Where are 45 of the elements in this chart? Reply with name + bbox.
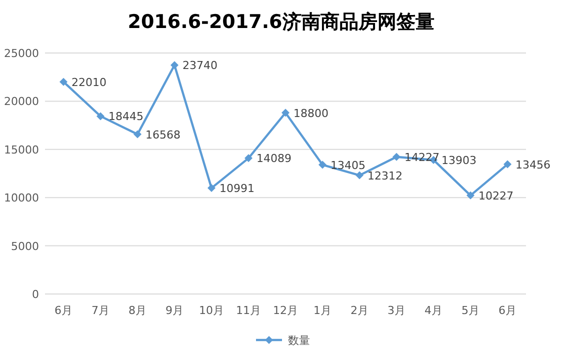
data-label: 23740 bbox=[182, 59, 218, 72]
y-tick-label: 10000 bbox=[4, 192, 39, 205]
point bbox=[170, 61, 178, 70]
point bbox=[282, 108, 290, 117]
x-tick-label: 6月 bbox=[54, 304, 72, 317]
point bbox=[318, 160, 326, 169]
data-label: 22010 bbox=[72, 76, 106, 89]
chart-title: 2016.6-2017.6济南商品房网签量 bbox=[128, 11, 434, 33]
x-tick-label: 6月 bbox=[498, 304, 516, 317]
point bbox=[134, 130, 142, 138]
x-tick-label: 8月 bbox=[128, 304, 146, 317]
point bbox=[208, 184, 216, 192]
x-tick-label: 1月 bbox=[314, 304, 332, 317]
data-label: 13405 bbox=[330, 158, 366, 172]
x-tick-label: 5月 bbox=[462, 304, 480, 317]
y-tick-label: 20000 bbox=[4, 95, 39, 108]
data-label: 13456 bbox=[516, 158, 550, 172]
point bbox=[504, 160, 512, 168]
x-tick-label: 4月 bbox=[424, 304, 442, 317]
data-label: 16568 bbox=[146, 128, 180, 142]
x-tick-label: 10月 bbox=[199, 304, 224, 317]
point bbox=[356, 171, 364, 180]
y-tick-label: 5000 bbox=[11, 240, 39, 253]
x-tick-label: 2月 bbox=[350, 304, 368, 317]
data-label: 18445 bbox=[108, 110, 144, 124]
data-label: 18800 bbox=[294, 106, 328, 120]
y-tick-label: 25000 bbox=[4, 47, 39, 60]
data-label: 10991 bbox=[220, 182, 254, 196]
point bbox=[96, 112, 104, 120]
data-label: 14089 bbox=[256, 152, 292, 166]
x-tick-label: 3月 bbox=[388, 304, 406, 317]
x-tick-label: 7月 bbox=[92, 304, 110, 317]
legend-label: 数量 bbox=[288, 334, 310, 347]
point bbox=[466, 191, 474, 200]
data-label: 10227 bbox=[478, 189, 514, 202]
x-tick-label: 9月 bbox=[166, 304, 184, 317]
x-tick-label: 11月 bbox=[236, 304, 261, 317]
x-tick-label: 12月 bbox=[273, 304, 298, 317]
point bbox=[60, 78, 68, 86]
y-tick-label: 15000 bbox=[4, 143, 39, 156]
point bbox=[392, 152, 400, 161]
data-label: 13903 bbox=[442, 154, 476, 167]
point bbox=[244, 154, 252, 162]
y-tick-label: 0 bbox=[32, 288, 39, 301]
data-label: 12312 bbox=[368, 169, 402, 182]
